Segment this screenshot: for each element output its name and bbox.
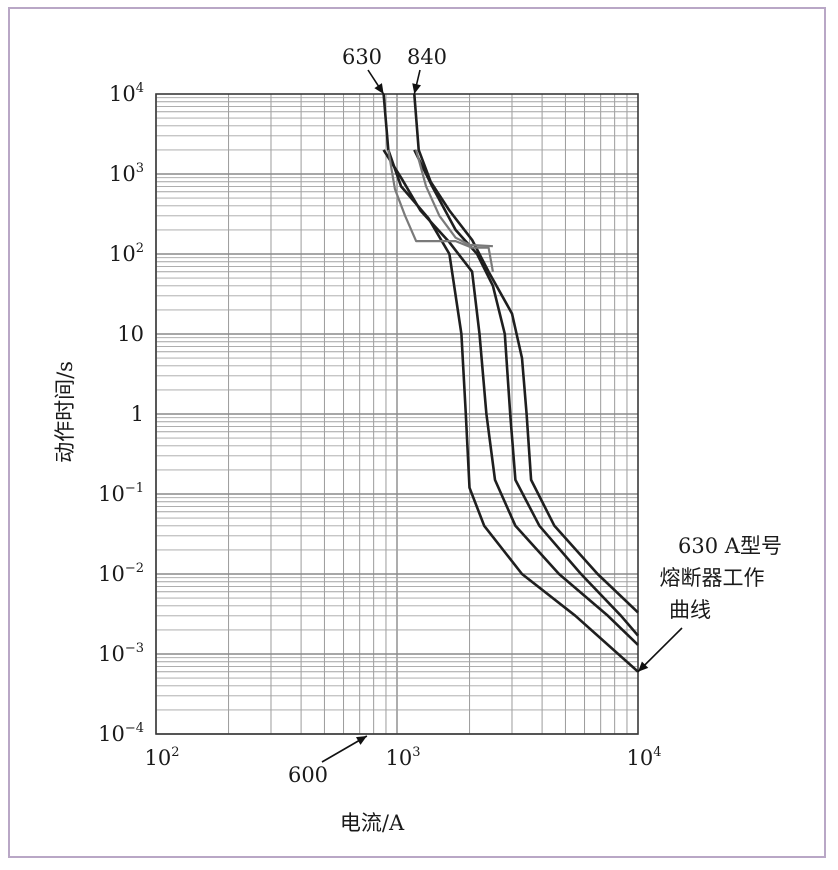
- y-tick-label: 102: [109, 241, 144, 266]
- annotation-fuse-arrow-head: [638, 661, 649, 672]
- series-line-5: [387, 149, 494, 272]
- annotation-600-arrow-head: [355, 736, 367, 745]
- y-tick-label: 1: [131, 402, 144, 426]
- plot-border: [155, 93, 639, 735]
- annotation-630-arrow-head: [374, 83, 384, 94]
- series-line-2: [382, 149, 639, 646]
- x-tick-label: 104: [626, 745, 661, 770]
- figure-border: [8, 7, 826, 858]
- y-tick-label: 104: [109, 81, 144, 106]
- series-group: [382, 93, 639, 673]
- y-tick-label: 10−3: [98, 641, 144, 666]
- annotation-600: 600: [288, 763, 328, 787]
- y-tick-label: 10: [117, 322, 144, 346]
- x-tick-label: 103: [385, 745, 420, 770]
- y-tick-label: 10−4: [98, 721, 144, 746]
- annotation-fuse-label-line-3: 曲线: [669, 598, 711, 622]
- x-axis-label: 电流/A: [340, 811, 405, 835]
- series-line-4: [413, 93, 639, 614]
- x-tick-label: 102: [144, 745, 179, 770]
- annotation-fuse-arrow: [637, 627, 683, 673]
- grid: [155, 94, 638, 735]
- series-line-3: [413, 149, 639, 637]
- annotation-840: 840: [407, 45, 447, 69]
- series-line-6: [415, 149, 493, 248]
- y-axis-label: 动作时间/s: [53, 361, 77, 463]
- annotation-840-arrow-head: [412, 83, 422, 94]
- annotation-fuse-label-line-2: 熔断器工作: [660, 566, 765, 590]
- y-tick-label: 103: [109, 161, 144, 186]
- annotation-fuse-label-line-1: 630 A型号: [678, 534, 782, 558]
- y-tick-label: 10−2: [98, 561, 144, 586]
- series-line-1: [382, 93, 639, 673]
- annotation-630: 630: [342, 45, 382, 69]
- y-tick-label: 10−1: [98, 481, 144, 506]
